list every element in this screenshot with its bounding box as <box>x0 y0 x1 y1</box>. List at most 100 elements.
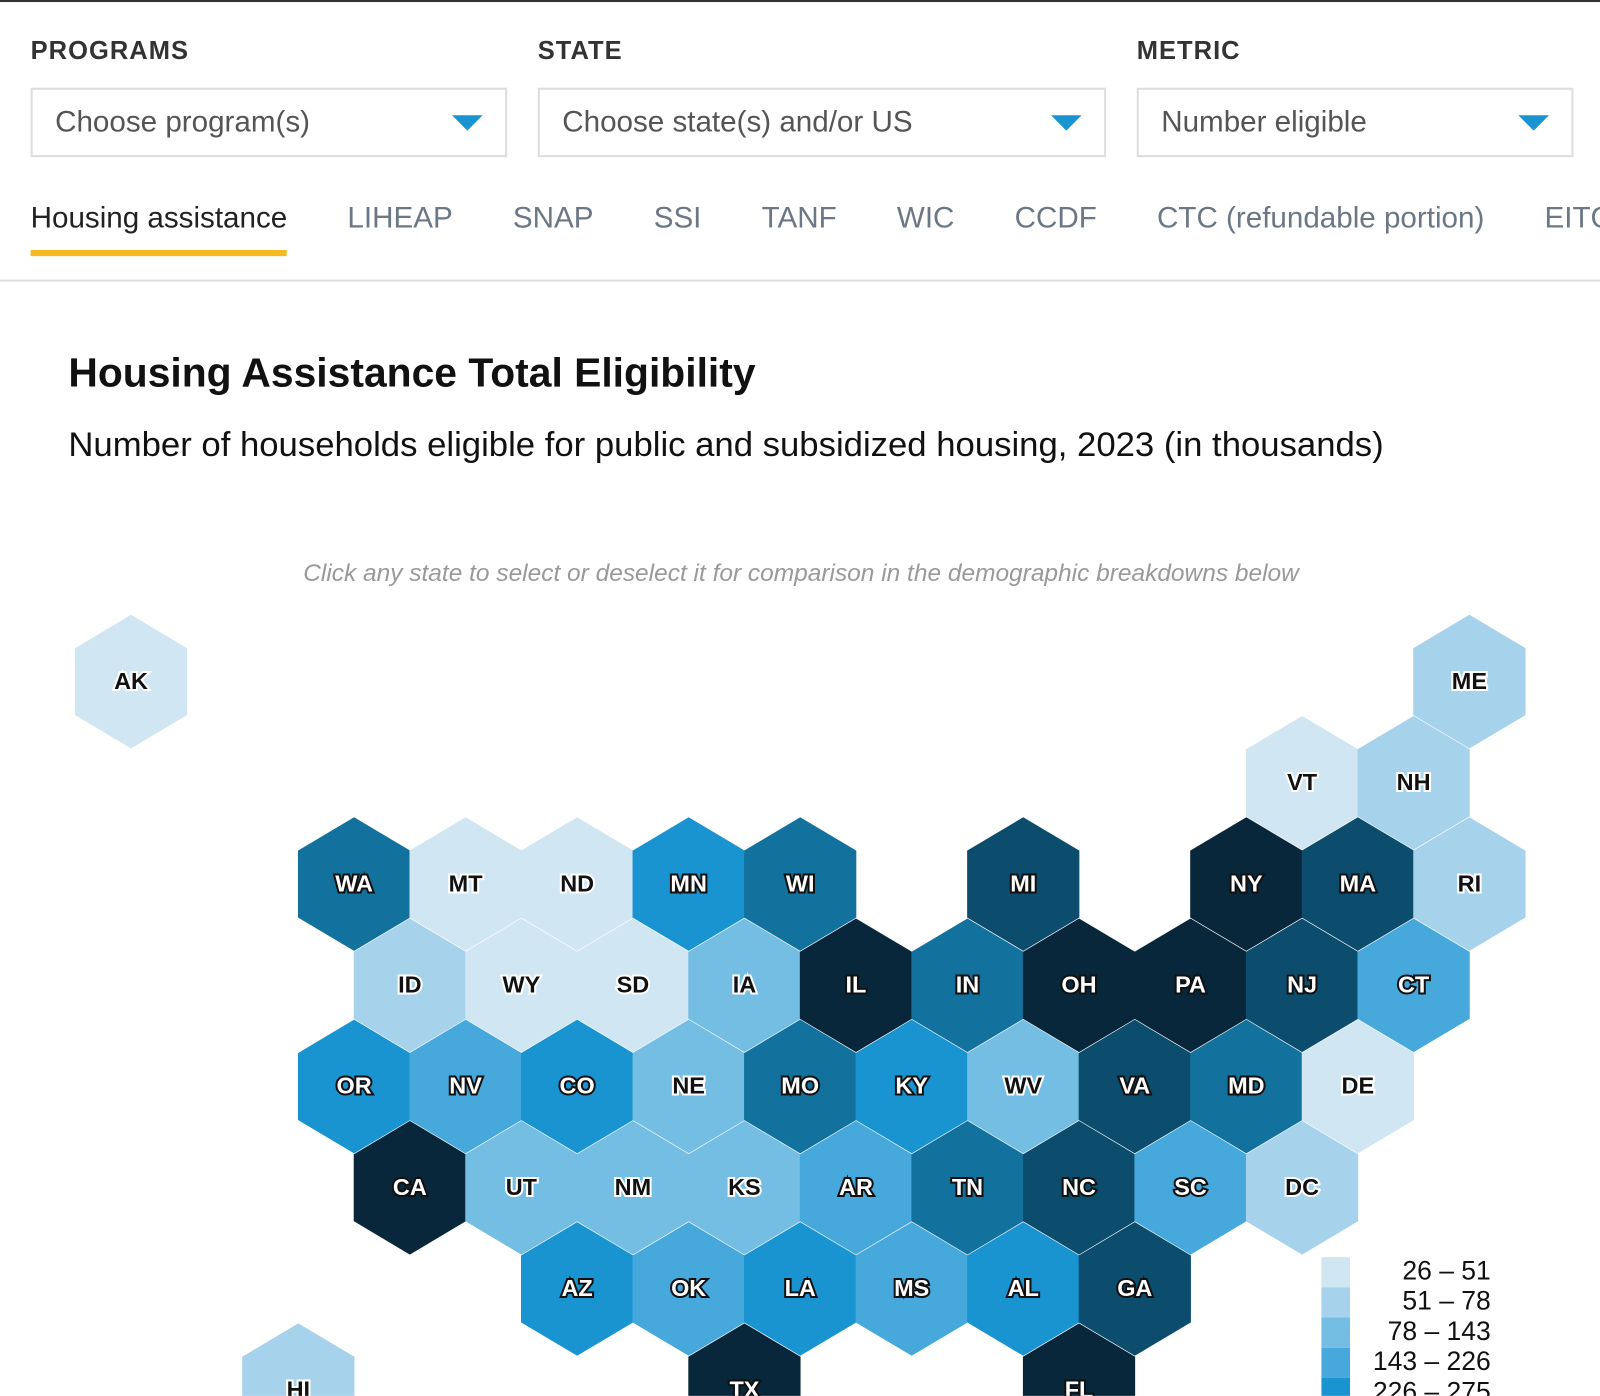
filter: PROGRAMS Choose program(s) <box>30 36 508 158</box>
state-hex[interactable] <box>967 1019 1080 1154</box>
state-label: AR <box>839 1174 873 1200</box>
state-hex[interactable] <box>1022 1120 1136 1255</box>
state-hex[interactable] <box>911 918 1024 1053</box>
state-hex[interactable] <box>1078 1019 1191 1154</box>
dropdown[interactable]: Number eligible <box>1136 87 1574 158</box>
state-label: SD <box>617 972 650 998</box>
state-hex[interactable] <box>576 1120 690 1255</box>
state-hex[interactable] <box>688 918 801 1053</box>
state-hex[interactable] <box>855 1019 968 1154</box>
state-hex[interactable] <box>297 817 411 951</box>
state-hex[interactable] <box>242 1323 355 1396</box>
tab[interactable]: TANF <box>761 202 837 235</box>
state-label: KY <box>895 1073 928 1099</box>
state-label: IA <box>733 972 757 998</box>
state-hex[interactable] <box>688 1120 801 1255</box>
dropdown-placeholder: Number eligible <box>1161 105 1367 139</box>
state-label: OR <box>336 1073 371 1099</box>
state-hex[interactable] <box>967 1222 1080 1356</box>
state-hex[interactable] <box>688 1323 801 1396</box>
state-hex[interactable] <box>521 817 634 951</box>
state-hex[interactable] <box>1301 817 1414 951</box>
state-label: NY <box>1230 870 1263 896</box>
legend-label: 26 – 51 <box>1402 1255 1490 1285</box>
chart-subtitle: Number of households eligible for public… <box>68 425 1384 465</box>
state-label: TX <box>729 1376 759 1395</box>
state-hex[interactable] <box>465 918 578 1053</box>
state-hex[interactable] <box>409 817 522 951</box>
tab[interactable]: WIC <box>896 202 955 235</box>
chart-title: Housing Assistance Total Eligibility <box>68 351 756 396</box>
state-hex[interactable] <box>632 1019 745 1154</box>
state-label: NJ <box>1287 972 1317 998</box>
state-hex[interactable] <box>1413 817 1526 951</box>
state-hex[interactable] <box>576 918 690 1053</box>
state-hex[interactable] <box>799 1120 913 1255</box>
tab[interactable]: SSI <box>653 202 702 235</box>
state-hex[interactable] <box>1357 918 1470 1053</box>
dropdown[interactable]: Choose state(s) and/or US <box>537 87 1107 158</box>
state-label: DC <box>1285 1174 1319 1200</box>
state-hex[interactable] <box>1078 1222 1191 1356</box>
state-hex[interactable] <box>409 1019 522 1154</box>
state-hex[interactable] <box>744 1019 857 1154</box>
caret <box>452 114 483 131</box>
state-hex[interactable] <box>744 1222 857 1356</box>
state-hex[interactable] <box>353 918 466 1053</box>
state-hex[interactable] <box>1301 1019 1414 1154</box>
state-hex[interactable] <box>1190 817 1303 951</box>
state-hex[interactable] <box>1413 614 1526 749</box>
state-hex[interactable] <box>799 918 913 1053</box>
state-label: NM <box>615 1174 651 1200</box>
state-hex[interactable] <box>744 817 857 951</box>
dropdown[interactable]: Choose program(s) <box>30 87 508 158</box>
legend-label: 51 – 78 <box>1402 1286 1490 1316</box>
tab[interactable]: CTC (refundable portion) <box>1157 202 1485 235</box>
state-hex[interactable] <box>465 1120 578 1255</box>
legend-swatch <box>1321 1287 1350 1318</box>
state-label: KS <box>728 1174 761 1200</box>
state-hex[interactable] <box>1134 918 1247 1053</box>
state-hex[interactable] <box>297 1019 411 1154</box>
state-label: HI <box>287 1376 310 1395</box>
legend-swatch <box>1321 1347 1350 1378</box>
filter-label: PROGRAMS <box>30 36 190 66</box>
state-hex[interactable] <box>855 1222 968 1356</box>
state-hex[interactable] <box>1190 1019 1303 1154</box>
state-label: OH <box>1061 972 1096 998</box>
tab[interactable]: SNAP <box>512 202 594 235</box>
state-hex[interactable] <box>1245 918 1359 1053</box>
state-hex[interactable] <box>521 1019 634 1154</box>
state-hex[interactable] <box>632 1222 745 1356</box>
state-label: LA <box>785 1275 816 1301</box>
state-label: NV <box>449 1073 482 1099</box>
tab[interactable]: EITC <box>1544 202 1600 235</box>
state-label: NH <box>1397 769 1431 795</box>
state-hex[interactable] <box>911 1120 1024 1255</box>
state-hex[interactable] <box>353 1120 466 1255</box>
state-hex[interactable] <box>1357 716 1470 850</box>
state-label: AK <box>114 668 148 694</box>
state-hex[interactable] <box>1134 1120 1247 1255</box>
tab[interactable]: LIHEAP <box>347 202 453 235</box>
state-hex[interactable] <box>1245 1120 1359 1255</box>
state-label: ME <box>1452 668 1487 694</box>
state-hex[interactable] <box>521 1222 634 1356</box>
state-label: MS <box>894 1275 929 1301</box>
legend-label: 78 – 143 <box>1388 1316 1491 1346</box>
state-hex[interactable] <box>1022 918 1136 1053</box>
filter: METRIC Number eligible <box>1136 37 1574 158</box>
state-hex[interactable] <box>1022 1323 1136 1396</box>
state-hex[interactable] <box>967 817 1080 951</box>
map-note: Click any state to select or deselect it… <box>303 560 1300 587</box>
state-hex[interactable] <box>1245 716 1359 850</box>
state-label: VT <box>1287 769 1318 795</box>
state-label: CT <box>1398 972 1430 998</box>
state-hex[interactable] <box>632 817 745 951</box>
state-hex[interactable] <box>74 614 188 749</box>
tab[interactable]: CCDF <box>1014 202 1097 235</box>
state-label: CA <box>393 1174 427 1200</box>
tab[interactable]: Housing assistance <box>30 202 288 257</box>
